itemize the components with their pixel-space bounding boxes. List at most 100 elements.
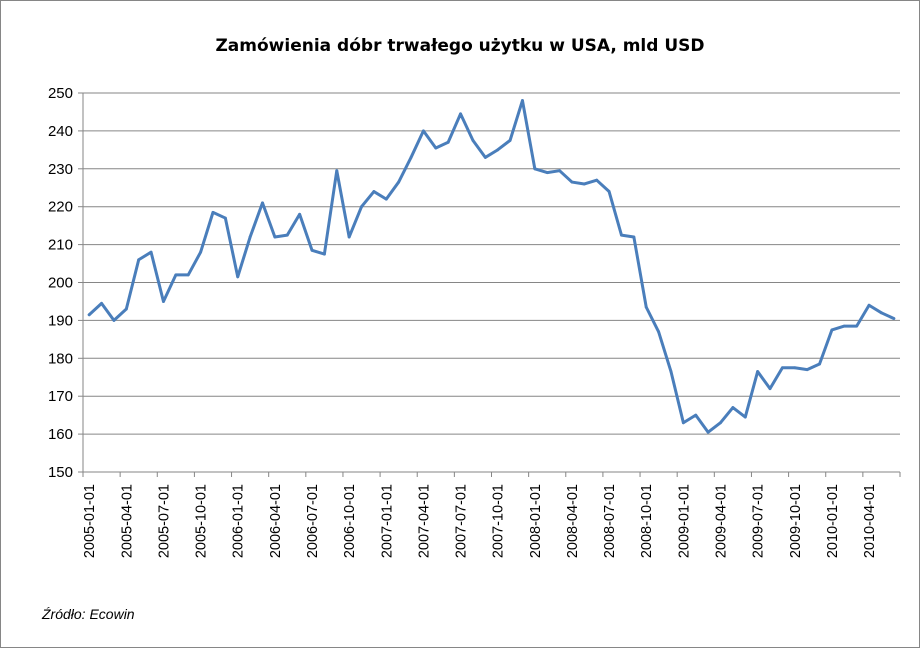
data-point [805, 368, 809, 372]
data-point [842, 324, 846, 328]
data-point [706, 430, 710, 434]
data-point [533, 167, 537, 171]
series-line-0 [87, 99, 896, 434]
y-tick-label: 220 [48, 199, 73, 216]
data-point [223, 216, 227, 220]
data-point [558, 169, 561, 173]
data-point [137, 258, 141, 262]
data-point [719, 421, 722, 425]
data-point [595, 178, 599, 182]
data-point [880, 311, 883, 315]
data-point [261, 201, 264, 205]
y-tick-label: 230 [48, 161, 73, 178]
data-point [632, 235, 636, 239]
x-tick-label: 2008-04-01 [565, 484, 581, 558]
data-point [273, 235, 277, 239]
data-point [322, 252, 326, 256]
data-point [731, 406, 735, 409]
data-point [360, 205, 363, 209]
x-tick-label: 2009-10-01 [788, 484, 804, 558]
y-tick-label: 200 [48, 275, 73, 292]
data-point [335, 169, 339, 173]
x-tick-label: 2005-01-01 [82, 484, 98, 558]
data-point [310, 248, 314, 252]
data-point [496, 148, 500, 152]
x-tick-label: 2006-07-01 [305, 484, 321, 558]
data-point [372, 190, 376, 193]
x-axis-ticks: 2005-01-01 2005-04-01 2005-07-01 2005-10-01… [82, 472, 901, 558]
x-tick-label: 2009-01-01 [676, 484, 692, 558]
data-point [743, 415, 747, 419]
data-point [347, 235, 351, 239]
data-point [162, 300, 165, 303]
x-tick-label: 2010-01-01 [825, 484, 841, 558]
data-point [87, 313, 91, 317]
data-point [174, 273, 178, 277]
data-point [644, 305, 648, 309]
x-tick-label: 2008-07-01 [602, 484, 618, 558]
x-tick-label: 2006-04-01 [268, 484, 284, 558]
data-point [582, 182, 586, 186]
data-point [434, 146, 438, 150]
x-tick-label: 2005-04-01 [119, 484, 135, 558]
data-point [570, 180, 574, 184]
data-point [508, 138, 512, 142]
x-tick-label: 2007-04-01 [416, 484, 432, 558]
data-point [248, 235, 252, 239]
data-point [657, 330, 661, 334]
data-point [607, 190, 611, 193]
data-point [471, 138, 475, 142]
data-point [793, 366, 797, 370]
x-tick-label: 2008-01-01 [528, 484, 544, 558]
data-point [756, 370, 760, 373]
y-tick-label: 170 [48, 388, 73, 405]
data-point [521, 99, 524, 102]
y-tick-label: 250 [48, 85, 73, 102]
x-tick-label: 2005-07-01 [156, 484, 172, 558]
x-tick-label: 2009-07-01 [751, 484, 767, 558]
data-point [211, 210, 215, 214]
x-tick-label: 2005-10-01 [194, 484, 210, 558]
data-point [298, 212, 302, 216]
data-point [409, 156, 413, 159]
data-point [681, 421, 685, 425]
data-point [236, 275, 240, 279]
data-point [855, 324, 859, 328]
y-tick-label: 210 [48, 237, 73, 254]
series-lines [87, 99, 896, 434]
x-tick-label: 2008-10-01 [639, 484, 655, 558]
data-point [620, 233, 623, 237]
y-tick-label: 150 [48, 464, 73, 481]
chart-title: Zamówienia dóbr trwałego użytku w USA, m… [215, 36, 705, 56]
data-point [199, 250, 203, 254]
y-tick-label: 240 [48, 123, 73, 140]
data-point [781, 366, 784, 370]
y-tick-label: 180 [48, 350, 73, 367]
data-point [112, 319, 116, 322]
data-point [285, 233, 289, 237]
data-point [669, 370, 673, 373]
data-point [422, 129, 425, 133]
data-point [446, 140, 450, 144]
x-tick-label: 2007-01-01 [379, 484, 395, 558]
data-point [483, 156, 487, 159]
x-tick-label: 2007-07-01 [454, 484, 470, 558]
x-tick-label: 2007-10-01 [491, 484, 507, 558]
x-tick-label: 2010-04-01 [862, 484, 878, 558]
source-note: Źródło: Ecowin [42, 606, 135, 622]
data-point [124, 307, 128, 311]
data-point [459, 112, 462, 116]
data-point [818, 362, 821, 366]
data-point [694, 413, 698, 417]
data-point [892, 317, 896, 320]
data-point [545, 171, 549, 174]
data-point [768, 387, 772, 391]
data-point [384, 197, 388, 201]
data-point [100, 301, 103, 305]
x-tick-label: 2006-10-01 [342, 484, 358, 558]
gridlines [83, 92, 900, 435]
x-tick-label: 2006-01-01 [231, 484, 247, 558]
data-point [830, 328, 834, 332]
